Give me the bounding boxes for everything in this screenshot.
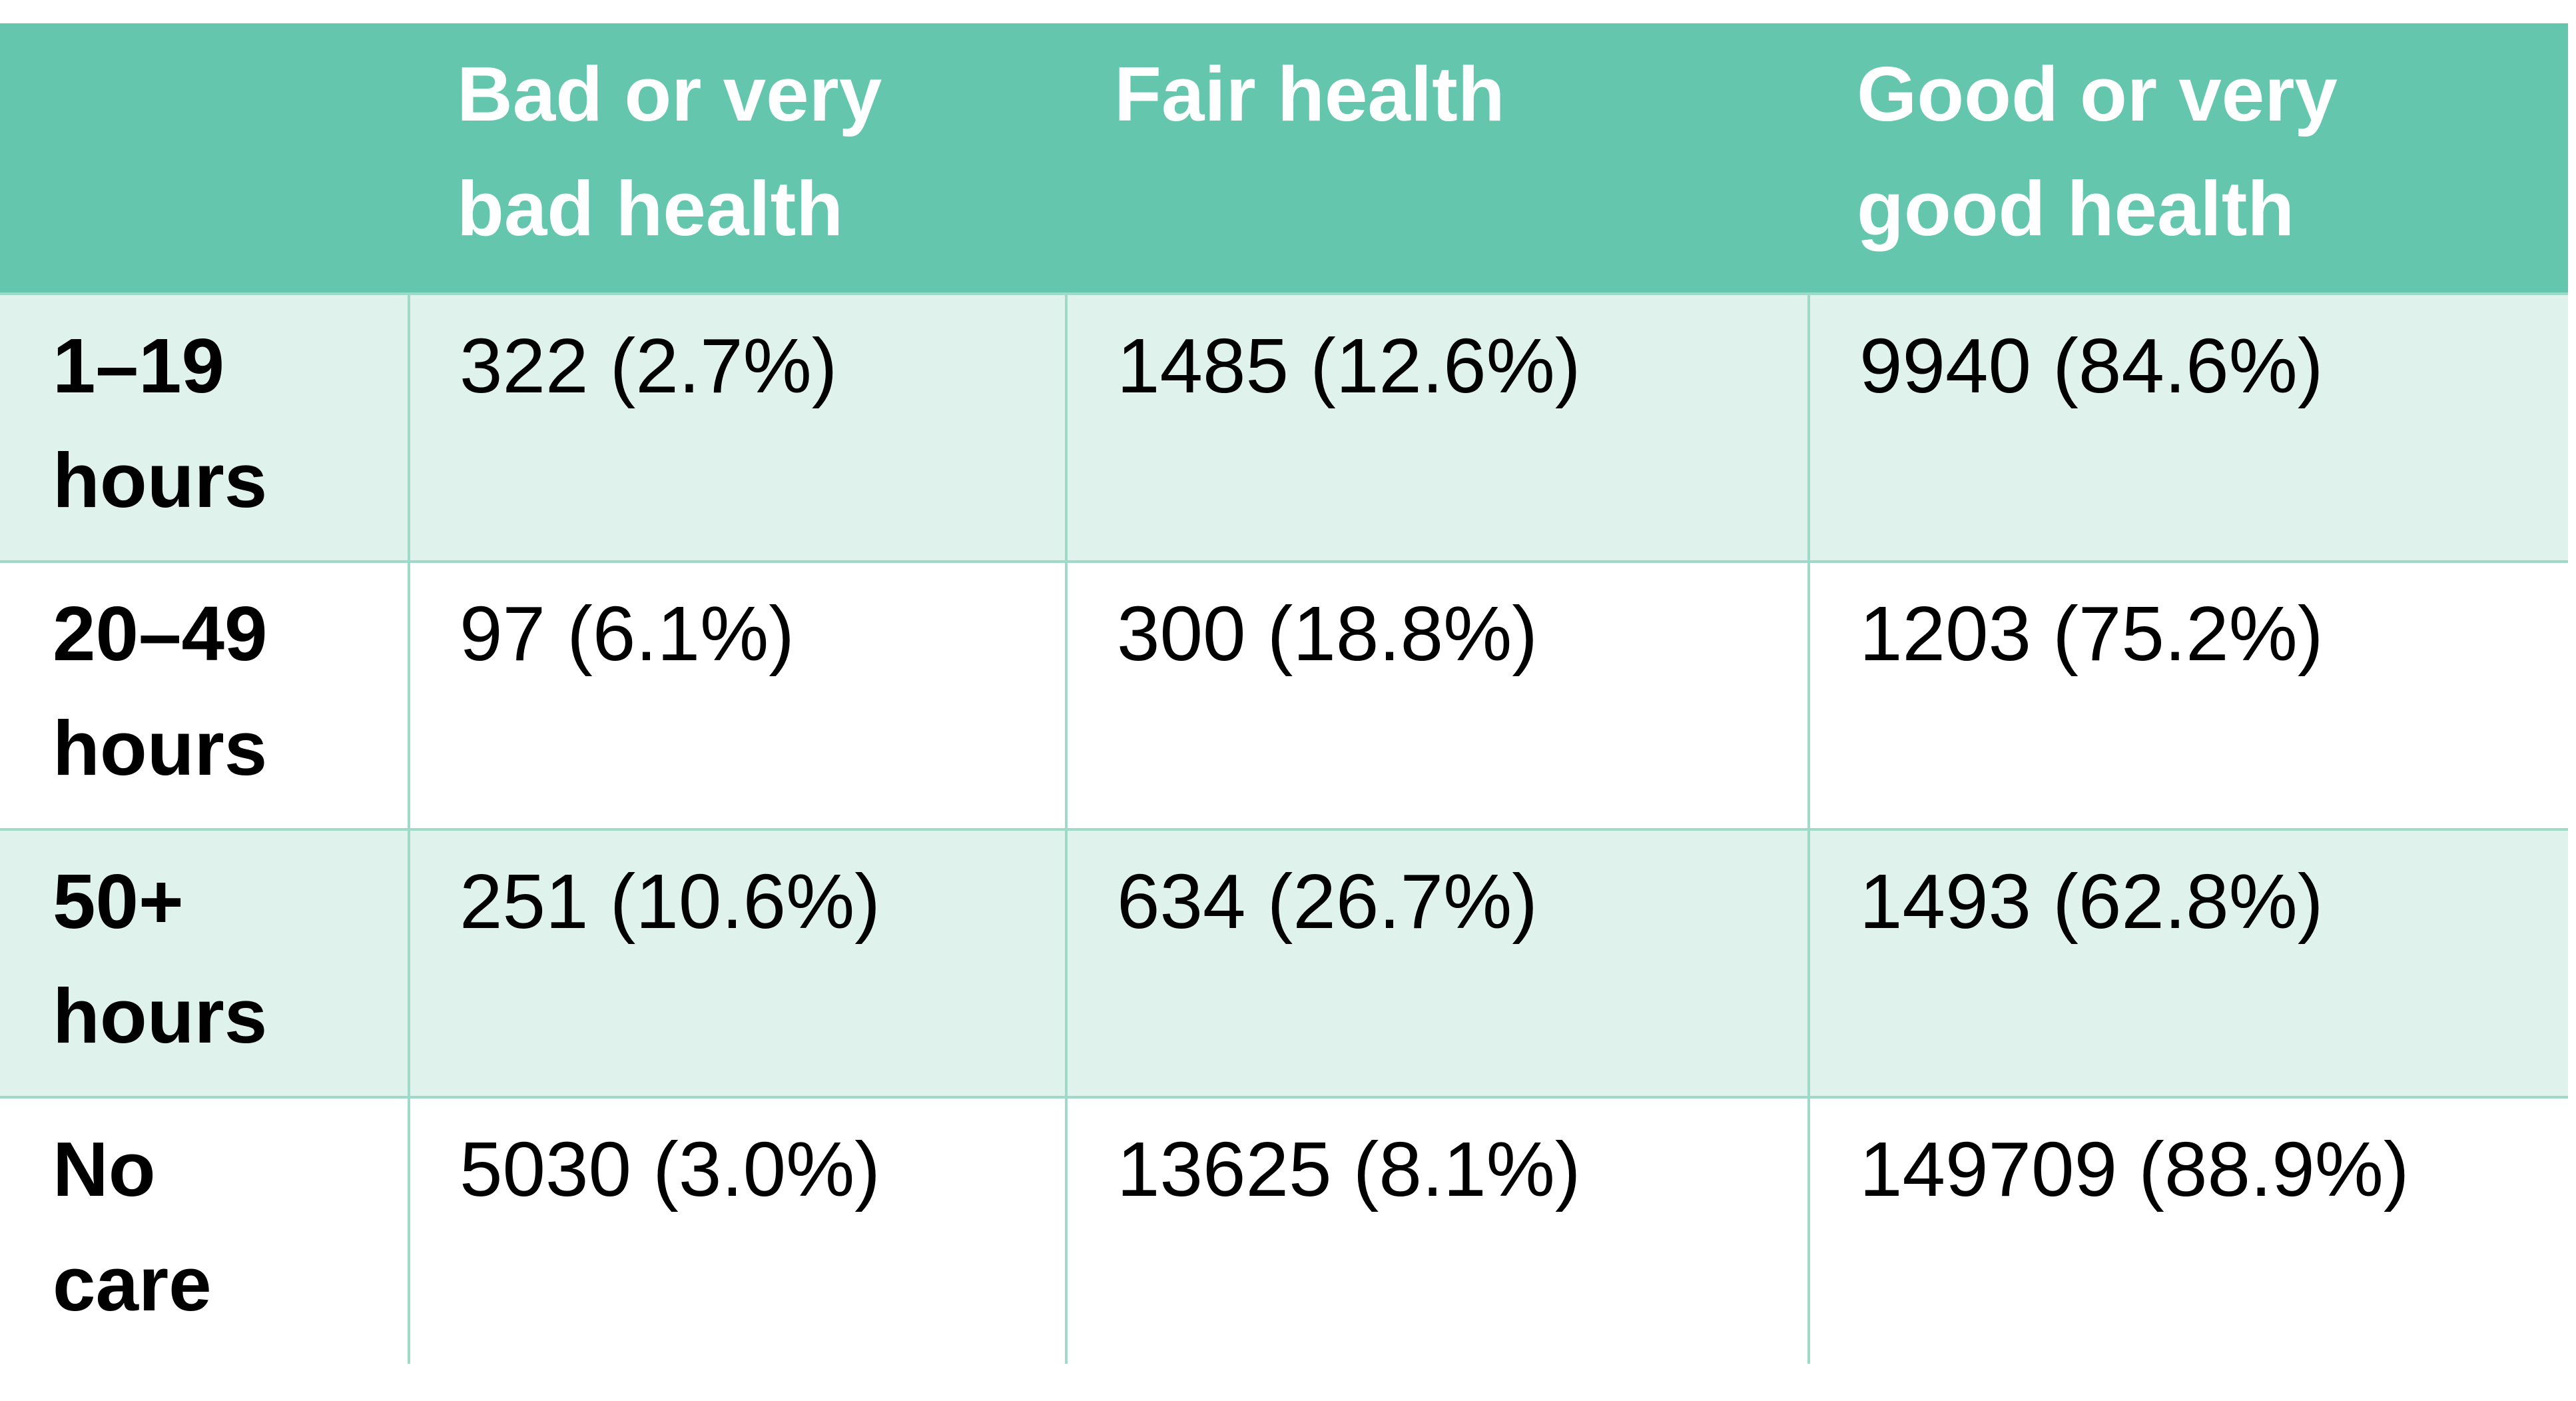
cell-text: Fair health	[1114, 51, 1505, 137]
header-cell: Good or very good health	[1807, 23, 2568, 292]
cell-text: hours	[53, 705, 268, 791]
table-row: No care 5030 (3.0%) 13625 (8.1%) 149709 (88.…	[0, 1096, 2568, 1364]
cell-text: 20–49	[53, 590, 268, 677]
table-cell: 300 (18.8%)	[1065, 563, 1807, 828]
row-label: 20–49 hours	[0, 563, 408, 828]
cell-text: Good or very	[1857, 51, 2338, 137]
header-cell: Fair health	[1065, 23, 1807, 292]
cell-text: care	[53, 1240, 212, 1327]
cell-text: 50+	[53, 858, 184, 945]
header-row: Bad or very bad health Fair health Good or …	[0, 23, 2568, 292]
table-cell: 9940 (84.6%)	[1807, 295, 2568, 560]
table-cell: 149709 (88.9%)	[1807, 1099, 2568, 1364]
table-cell: 1493 (62.8%)	[1807, 831, 2568, 1096]
table-cell: 322 (2.7%)	[408, 295, 1065, 560]
row-label: 50+ hours	[0, 831, 408, 1096]
header-cell: Bad or very bad health	[408, 23, 1065, 292]
cell-text: hours	[53, 437, 268, 524]
table-cell: 634 (26.7%)	[1065, 831, 1807, 1096]
table-cell: 13625 (8.1%)	[1065, 1099, 1807, 1364]
table-row: 20–49 hours 97 (6.1%) 300 (18.8%) 1203 (75.2…	[0, 560, 2568, 828]
table-cell: 97 (6.1%)	[408, 563, 1065, 828]
table-cell: 251 (10.6%)	[408, 831, 1065, 1096]
table-row: 50+ hours 251 (10.6%) 634 (26.7%) 1493 (62.8…	[0, 828, 2568, 1096]
table-cell: 1485 (12.6%)	[1065, 295, 1807, 560]
cell-text: hours	[53, 973, 268, 1059]
cell-text: Bad or very	[457, 51, 882, 137]
cell-text: bad health	[457, 165, 844, 252]
cell-text: 1–19	[53, 322, 225, 409]
table-cell: 1203 (75.2%)	[1807, 563, 2568, 828]
table: Bad or very bad health Fair health Good or …	[0, 23, 2568, 1364]
table-row: 1–19 hours 322 (2.7%) 1485 (12.6%) 9940 (84.…	[0, 292, 2568, 560]
table-cell: 5030 (3.0%)	[408, 1099, 1065, 1364]
row-label: 1–19 hours	[0, 295, 408, 560]
cell-text: No	[53, 1126, 156, 1212]
cell-text: good health	[1857, 165, 2295, 252]
header-cell	[0, 23, 408, 292]
row-label: No care	[0, 1099, 408, 1364]
